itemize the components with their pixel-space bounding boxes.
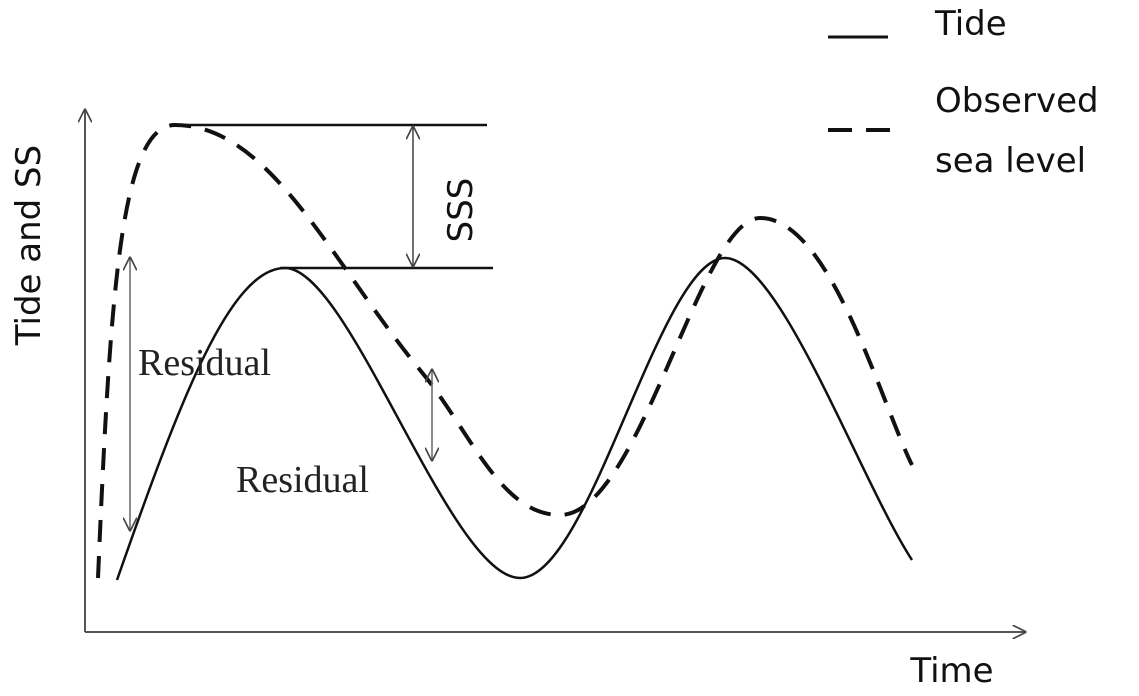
tide-curve: [115, 256, 914, 581]
x-axis-label: Time: [909, 651, 993, 691]
legend-label: sea level: [935, 141, 1086, 181]
y-axis-label: Tide and SS: [9, 145, 49, 346]
legend-label: Tide: [934, 4, 1007, 44]
residual-label: Residual: [138, 342, 271, 384]
residual-label: Residual: [236, 459, 369, 501]
sss-label: SSS: [441, 178, 481, 243]
legend-label: Observed: [935, 81, 1099, 121]
